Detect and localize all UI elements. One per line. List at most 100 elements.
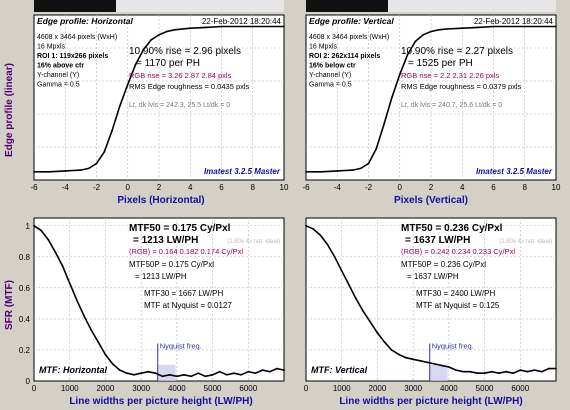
data-point [352,169,354,172]
mtf-stat-line: = 1213 LW/PH [135,272,187,281]
data-point [437,28,440,31]
panel-corner-title: MTF: Horizontal [39,365,107,375]
panel-title: Edge profile: Vertical [309,16,394,26]
brand-label: Imatest 3.2.5 Master [204,167,281,176]
x-tick-label: 6000 [239,384,257,393]
data-point [555,25,557,28]
x-tick-label: 4000 [168,384,186,393]
data-point [61,265,64,267]
y-tick-label: 0.6 [19,284,31,293]
data-point [111,129,113,132]
data-point [205,26,207,29]
data-point [461,27,464,30]
data-point [283,25,285,28]
info-line: 16 Mpxls [37,44,66,51]
data-point [390,349,393,351]
x-tick-label: 6 [219,183,224,192]
data-point [320,170,323,173]
info-line: Y-channel (Y) [37,72,79,79]
data-point [483,372,486,375]
mtf50-line: MTF50 = 0.236 Cy/Pxl [401,223,503,234]
data-point [498,372,500,375]
data-point [430,30,432,33]
data-point [226,373,228,376]
x-tick-label: -2 [93,183,101,192]
panel-corner-title: MTF: Vertical [311,365,368,375]
edge-strip-left-dark [34,0,116,12]
data-point [526,370,529,373]
data-point [477,26,479,29]
mtf-v-xlabel: Line widths per picture height (LW/PH) [339,396,522,407]
data-point [218,370,221,373]
data-point [448,366,450,368]
data-point [540,370,543,373]
data-point [33,224,35,227]
info-line: Gamma = 0.5 [309,82,352,89]
x-tick-label: 0 [32,384,37,393]
x-tick-label: 2 [157,183,162,192]
nyquist-region [429,364,448,381]
data-point [419,359,422,362]
data-point [150,38,153,41]
nyquist-label: Nyquist freq. [432,341,474,350]
edge-strip-right-dark [306,0,388,12]
data-point [95,162,98,165]
data-point [362,310,364,312]
data-point [119,104,121,107]
light-dark-levels: Lt, dk lvls = 240.7, 25.6 Lt/dk = 0 [401,102,502,109]
data-point [76,299,78,302]
edge-profile-horizontal-panel: -6 -4 -2 0 2 4 6 8 10 Edge profile: Horizontal 22-… [30,14,289,192]
rgb-rise: RGB rise = 2.2 2.31 2.26 pxls [401,71,499,80]
edge-h-xlabel: Pixels (Horizontal) [117,195,204,206]
data-point [40,229,42,232]
data-point [383,123,385,125]
faint-ideal: (1.80x 4x nat. ideal) [227,239,280,245]
rms-roughness: RMS Edge roughness = 0.0379 pxls [401,82,522,91]
data-point [440,364,443,367]
data-point [90,328,92,331]
data-point [189,27,192,30]
panel-date: 22-Feb-2012 18:20:44 [474,17,554,26]
data-point [190,375,193,378]
info-line: 16% below ctr [309,63,356,70]
data-point [133,373,135,376]
data-point [348,283,350,286]
nyquist-region [157,364,176,381]
data-point [505,370,507,373]
rgb-rise: RGB rise = 3.26 2.87 2.84 pxls [129,71,232,80]
data-point [445,28,448,30]
x-tick-label: 8 [523,183,528,192]
data-point [251,25,254,28]
data-point [305,224,307,227]
data-point [469,370,472,373]
data-point [414,40,417,43]
mtf50-lwph: = 1637 LW/PH [405,235,470,246]
data-point [104,353,107,356]
series-line [33,225,285,378]
x-tick-label: -6 [302,183,310,192]
nyquist-label: Nyquist freq. [160,341,202,350]
x-tick-label: 5000 [476,384,494,393]
data-point [340,269,343,272]
mtf-vertical-panel: 0 1000 2000 3000 4000 5000 6000 Nyquist freq. MT… [304,217,557,393]
data-point [47,238,50,241]
data-point [233,372,235,375]
x-tick-label: 1000 [61,384,79,393]
data-point [54,251,57,254]
mtf50-lwph: = 1213 LW/PH [133,235,198,246]
y-tick-label: 1 [26,222,31,231]
mtf-stat-line: MTF50P = 0.236 Cy/Pxl [401,260,486,269]
rise-per-ph: = 1525 per PH [408,58,473,69]
data-point [111,363,114,365]
data-point [154,372,157,375]
x-tick-label: 4 [460,183,465,192]
data-point [492,25,495,28]
data-point [398,353,400,356]
data-point [355,297,357,300]
data-point [406,53,409,56]
data-point [220,25,223,28]
data-point [462,370,464,373]
x-tick-label: 4000 [440,384,458,393]
data-point [261,369,264,371]
data-point [555,367,557,370]
